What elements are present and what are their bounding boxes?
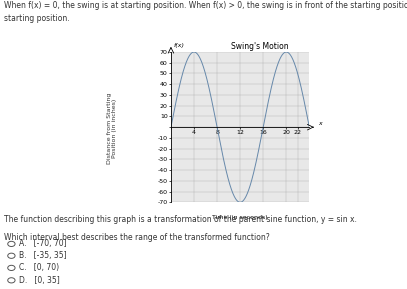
Text: Swing's Motion: Swing's Motion (231, 42, 289, 51)
Text: x: x (318, 121, 322, 125)
Text: B.   [-35, 35]: B. [-35, 35] (19, 251, 66, 260)
Text: C.   [0, 70): C. [0, 70) (19, 263, 59, 273)
Text: A.   [-70, 70]: A. [-70, 70] (19, 239, 66, 249)
Text: Time (in seconds): Time (in seconds) (212, 215, 268, 220)
Text: Distance from Starting
Position (in inches): Distance from Starting Position (in inch… (107, 93, 117, 164)
Text: The function describing this graph is a transformation of the parent sine functi: The function describing this graph is a … (4, 215, 357, 224)
Text: f(x): f(x) (174, 43, 185, 48)
Text: Which interval best describes the range of the transformed function?: Which interval best describes the range … (4, 233, 270, 242)
Text: When f(x) = 0, the swing is at starting position. When f(x) > 0, the swing is in: When f(x) = 0, the swing is at starting … (4, 1, 407, 10)
Text: starting position.: starting position. (4, 14, 70, 23)
Text: D.   [0, 35]: D. [0, 35] (19, 276, 59, 285)
